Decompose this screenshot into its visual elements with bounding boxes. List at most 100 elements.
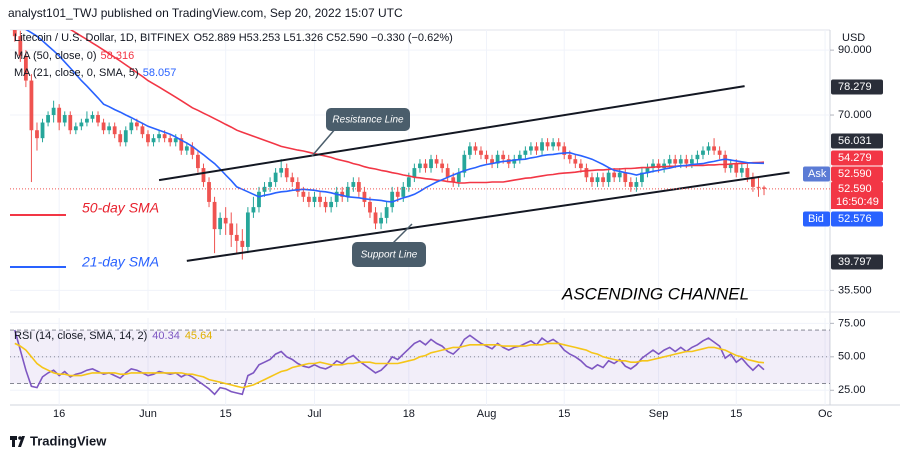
candle-body [390,191,395,208]
series-line [25,30,765,203]
candle-body [473,146,478,151]
candle-body [640,172,644,183]
candle-body [362,191,367,202]
candle-body [251,207,256,213]
trend-line [158,85,745,182]
candle-body [745,168,750,178]
candle-body [107,126,112,131]
x-tick-label: Sep [649,408,669,420]
candle-body [301,191,306,197]
candle-body [40,122,45,139]
candle-body [85,118,89,123]
candle-body [257,191,261,208]
candle-body [68,115,73,131]
candle-body [495,154,500,164]
candle-body [617,172,622,178]
candle-body [29,80,34,131]
price-badge [831,211,883,227]
candle-body [412,168,417,178]
candle-body [540,142,544,151]
candle-body [717,150,722,155]
rsi-value: 40.34 [152,330,180,342]
price-badge [831,150,883,166]
support-callout [352,242,426,267]
candle-body [434,159,439,164]
support-arrow [391,223,413,245]
countdown-badge [831,195,883,209]
candle-body [184,146,189,151]
x-tick-label: 15 [558,408,570,420]
candle-body [562,146,567,155]
candle-body [218,217,223,230]
resistance-arrow [311,127,337,157]
candle-body [201,168,206,183]
candle-body [318,196,322,202]
candle-body [739,168,744,173]
candle-body [645,168,650,173]
candle-body [379,217,383,224]
quote-name-badge [803,211,830,227]
candle-body [395,191,400,197]
price-badge-label: 52.590 [838,183,872,195]
x-tick-label: 16 [53,408,65,420]
price-badge-label: 78.279 [838,81,872,93]
price-badge [831,133,883,149]
y-tick-label: 25.00 [838,384,866,396]
candle-body [734,163,739,173]
candle-body [307,196,311,202]
candle-body [245,212,250,247]
price-badge [831,166,883,182]
candle-body [423,163,428,169]
candle-body [673,159,678,164]
candle-body [212,201,217,230]
candle-body [429,159,433,169]
ma21-value: 58.057 [143,67,177,79]
candle-body [384,207,389,218]
candle-body [57,107,62,123]
candle-body [556,142,561,147]
candle-body [262,186,267,192]
rsi-legend: RSI (14, close, SMA, 14, 2) 40.34 45.64 [14,330,212,342]
y-tick-label: 35.500 [838,284,872,296]
candle-body [418,163,422,169]
countdown: 16:50:49 [836,196,879,208]
candle-body [684,159,689,164]
candle-body [157,134,161,139]
candle-body [534,146,539,151]
rsi-title: RSI (14, close, SMA, 14, 2) [14,330,147,342]
candle-body [268,182,272,187]
candle-body [62,115,67,123]
price-pane [10,30,830,310]
ma50-value: 58.316 [101,50,135,62]
candle-body [12,30,17,37]
candle-body [46,115,50,123]
candle-body [578,163,583,169]
candle-body [323,201,328,208]
logo-dot [18,436,22,440]
candle-body [179,138,184,151]
candle-body [146,134,150,143]
candle-body [490,159,494,164]
published-line: analyst101_TWJ published on TradingView.… [8,6,403,20]
ma21-name: MA (21, close, 0, SMA, 5) [14,67,139,79]
ma50-legend: MA (50, close, 0) 58.316 [14,50,134,62]
candle-body [706,146,711,151]
candle-body [168,138,173,143]
candle-body [351,182,356,187]
candle-body [484,154,489,160]
footer-brand: TradingView [30,433,107,448]
resistance-callout [326,108,410,131]
candle-body [18,36,23,56]
logo-stem [12,436,15,447]
candle-body [529,146,533,151]
candle-body [234,234,239,241]
x-tick-label: 15 [220,408,232,420]
price-badge-label: 39.797 [838,256,872,268]
candle-body [134,122,139,127]
support-label: Support Line [361,250,418,261]
y-tick-label: 75.00 [838,317,866,329]
